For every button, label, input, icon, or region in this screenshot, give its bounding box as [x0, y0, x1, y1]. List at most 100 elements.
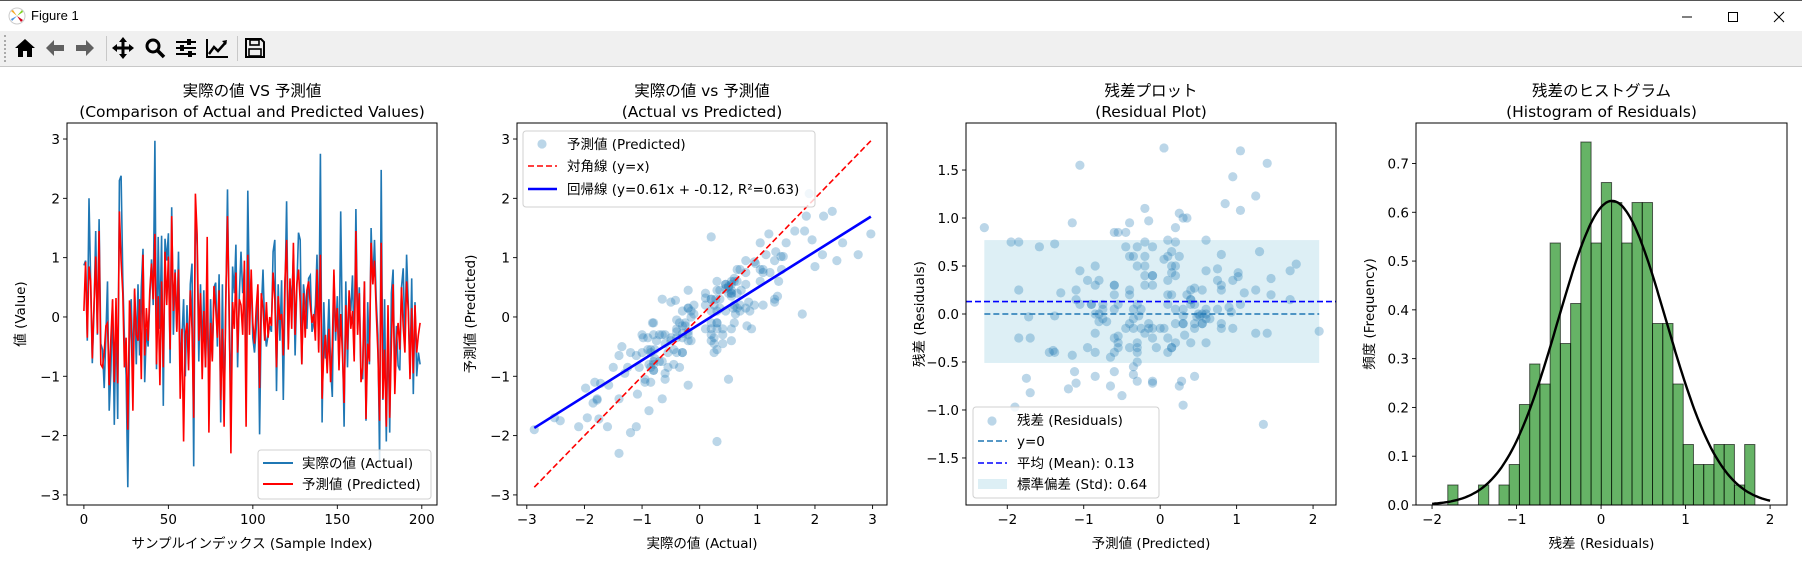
scatter-point — [732, 288, 742, 298]
y-tick-label: 0 — [51, 310, 60, 326]
save-button[interactable] — [242, 35, 268, 61]
scatter-point — [602, 422, 613, 432]
residual-point — [1147, 242, 1158, 252]
residual-point — [1251, 285, 1261, 295]
x-tick-label: 1 — [1232, 512, 1241, 528]
scatter-point — [741, 256, 751, 266]
y-tick-label: −1.0 — [926, 403, 959, 419]
home-button[interactable] — [12, 35, 38, 61]
residual-point — [1170, 318, 1181, 329]
legend-label: 標準偏差 (Std): 0.64 — [1017, 477, 1147, 493]
toolbar-separator — [237, 36, 238, 61]
residual-point — [1124, 342, 1135, 353]
legend-label: y=0 — [1017, 434, 1045, 450]
y-tick-label: 1.0 — [938, 211, 959, 227]
x-tick-label: 1 — [753, 512, 762, 528]
scatter-point — [689, 309, 699, 319]
scatter-point — [670, 295, 681, 305]
residual-point — [1109, 290, 1119, 300]
zoom-button[interactable] — [142, 35, 168, 61]
forward-button[interactable] — [72, 35, 98, 61]
residual-point — [1090, 280, 1100, 290]
scatter-point — [706, 336, 716, 346]
residual-point — [1178, 400, 1188, 410]
x-tick-label: 2 — [811, 512, 820, 528]
residual-point — [1128, 251, 1139, 262]
subplots-button[interactable] — [173, 35, 199, 61]
x-tick-label: 150 — [324, 512, 350, 528]
back-button[interactable] — [42, 35, 68, 61]
scatter-point — [741, 267, 751, 278]
x-tick-label: 1 — [1681, 512, 1690, 528]
residual-point — [1124, 218, 1135, 228]
y-tick-label: 2 — [51, 191, 60, 207]
scatter-point — [755, 238, 765, 248]
scatter-point — [712, 324, 722, 334]
scatter-point — [648, 365, 659, 375]
scatter-point — [686, 336, 696, 346]
residual-point — [1220, 199, 1230, 209]
legend-label: 平均 (Mean): 0.13 — [1017, 456, 1135, 472]
residual-point — [1048, 345, 1058, 356]
residual-point — [1201, 235, 1211, 245]
x-tick-label: 0 — [695, 512, 704, 528]
y-axis-label: 頻度 (Frequency) — [1362, 258, 1378, 370]
scatter-point — [677, 306, 688, 316]
histogram-bar — [1518, 403, 1531, 505]
x-tick-label: 2 — [1766, 512, 1775, 528]
residual-point — [1170, 304, 1181, 314]
y-tick-label: 0.6 — [1388, 205, 1409, 221]
scatter-point — [721, 279, 731, 289]
residual-point — [1075, 160, 1085, 170]
residual-point — [1113, 227, 1123, 238]
scatter-point — [718, 330, 728, 340]
y-tick-label: 0.3 — [1388, 352, 1409, 368]
toolbar-grip — [4, 35, 8, 62]
residual-point — [1090, 347, 1100, 357]
residual-point — [1140, 251, 1150, 262]
y-tick-label: 0.4 — [1388, 303, 1409, 319]
residual-point — [1147, 323, 1158, 333]
minimize-button[interactable] — [1664, 1, 1710, 32]
scatter-point — [706, 330, 716, 340]
residual-point — [1113, 342, 1123, 353]
scatter-point — [706, 318, 716, 328]
residual-point — [1067, 350, 1077, 360]
edit-axes-button[interactable] — [204, 35, 230, 61]
scatter-point — [648, 318, 659, 328]
histogram-bar — [1570, 303, 1582, 505]
scatter-point — [672, 315, 682, 325]
scatter-point — [749, 300, 760, 310]
scatter-point — [746, 324, 757, 334]
scatter-point — [643, 333, 653, 343]
x-axis-label: 残差 (Residuals) — [1549, 536, 1655, 552]
residual-point — [1224, 302, 1234, 312]
scatter-point — [726, 288, 736, 298]
maximize-button[interactable] — [1710, 1, 1756, 32]
residual-point — [1140, 271, 1150, 281]
residual-point — [1193, 309, 1203, 319]
scatter-point — [643, 344, 653, 355]
scatter-point — [772, 291, 783, 301]
residual-point — [1117, 390, 1127, 401]
residual-point — [1228, 172, 1238, 182]
residual-point — [1228, 275, 1238, 286]
pan-button[interactable] — [110, 35, 136, 61]
chart-subtitle: (Histogram of Residuals) — [1506, 103, 1697, 121]
residual-point — [1174, 381, 1184, 391]
residual-point — [1109, 347, 1119, 357]
residual-point — [1034, 242, 1044, 252]
close-icon — [1773, 11, 1785, 22]
residual-point — [1121, 242, 1131, 252]
close-button[interactable] — [1756, 1, 1802, 32]
scatter-point — [778, 251, 788, 262]
residual-point — [1124, 251, 1135, 262]
scatter-point — [680, 318, 690, 328]
residual-point — [1170, 261, 1181, 271]
subplot-3: 残差プロット (Residual Plot) 予測値 (Predicted) 残差 (… — [912, 82, 1337, 552]
scatter-point — [700, 324, 711, 334]
legend — [972, 406, 1160, 499]
residual-point — [1178, 318, 1188, 329]
residual-point — [1140, 203, 1150, 214]
scatter-point — [750, 258, 761, 269]
